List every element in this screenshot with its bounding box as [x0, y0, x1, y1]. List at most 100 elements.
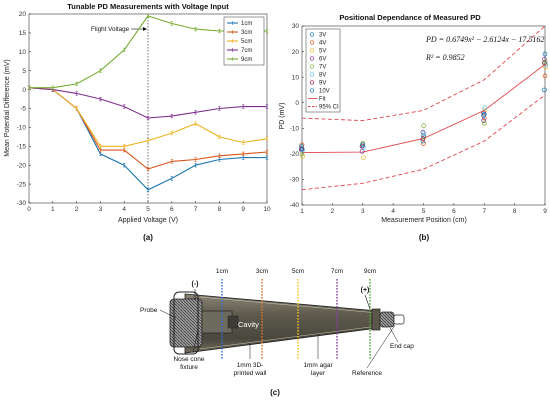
legend-label: 7cm	[241, 48, 252, 54]
y-tick-label: 20	[19, 11, 27, 18]
data-point-5V	[300, 154, 305, 159]
legend-marker	[309, 88, 315, 93]
label-probe: Probe	[140, 307, 158, 314]
chart-b-y-label: PD (mV)	[279, 103, 286, 130]
label-wall-line2: printed wall	[234, 370, 267, 377]
probe-shaft	[201, 310, 233, 334]
x-tick-label: 1	[300, 208, 304, 215]
position-markers	[221, 279, 371, 360]
chart-b-equation: PD = 0.6749x² − 2.6124x − 17.5162	[425, 35, 544, 44]
y-tick-label: -5	[20, 106, 26, 113]
legend-marker	[309, 80, 315, 85]
legend-label: 9V	[319, 81, 326, 87]
x-tick-label: 6	[452, 208, 456, 215]
label-wall-line1: 1mm 3D-	[237, 362, 264, 369]
y-tick-label: 20	[292, 49, 300, 56]
y-tick-label: -30	[290, 177, 300, 184]
ci-lower-curve	[301, 94, 546, 191]
x-tick-label: 8	[218, 206, 222, 213]
chart-b: Positional Dependance of Measured PD 1 2 3…	[279, 13, 548, 242]
legend-label: 3V	[319, 33, 326, 39]
chart-b-r-squared: R² = 0.9852	[425, 53, 465, 62]
legend-label: 7V	[319, 65, 326, 71]
positive-terminal-lead	[364, 294, 371, 310]
flight-voltage-label: Flight Voltage	[91, 26, 130, 33]
ci-upper-curve	[301, 25, 546, 122]
panel-label-c: (c)	[270, 388, 280, 397]
data-point-8V	[421, 131, 427, 136]
leader-nose-cone	[192, 329, 199, 354]
leader-reference	[366, 324, 396, 369]
inner-wall-top	[199, 296, 379, 314]
data-point-7V	[481, 120, 487, 126]
legend-label: 5cm	[241, 39, 252, 45]
legend-label: 1cm	[241, 21, 252, 27]
positive-terminal-label: (+)	[361, 287, 370, 294]
end-cap	[379, 311, 395, 328]
label-reference: Reference	[352, 370, 382, 377]
y-tick-label: 10	[292, 74, 300, 81]
y-tick-label: 5	[22, 68, 26, 75]
legend-marker	[309, 48, 315, 53]
chart-a: Tunable PD Measurements with Voltage Inp…	[4, 2, 271, 242]
data-point-10V	[542, 51, 548, 57]
chart-b-points	[299, 51, 548, 161]
label-agar-line1: 1mm agar	[303, 362, 333, 369]
chart-b-fit-curves	[301, 25, 546, 191]
legend-label: 10V	[319, 89, 330, 95]
chart-a-x-label: Applied Voltage (V)	[118, 217, 178, 224]
chart-b-x-ticks: 1 2 3 4 5 6 7 8 9	[300, 203, 547, 215]
legend-label: Fit	[319, 97, 326, 103]
probe-housing	[173, 291, 199, 355]
y-tick-label: 10	[19, 49, 27, 56]
x-tick-label: 5	[146, 206, 150, 213]
data-point-8V	[361, 145, 366, 150]
negative-terminal-label: (-)	[192, 281, 199, 288]
x-tick-label: 0	[27, 206, 31, 213]
x-tick-label: 7	[482, 208, 486, 215]
y-tick-label: 30	[292, 23, 300, 30]
label-nose-cone-line1: Nose cone	[173, 356, 204, 363]
data-point-10V	[421, 133, 426, 139]
y-tick-label: -10	[290, 125, 300, 132]
legend-marker	[309, 56, 315, 61]
label-agar-line2: layer	[311, 370, 326, 377]
y-tick-label: -30	[17, 200, 27, 207]
panel-label-a: (a)	[143, 233, 153, 242]
label-end-cap: End cap	[390, 343, 414, 350]
x-tick-label: 2	[75, 206, 79, 213]
x-tick-label: 7	[194, 206, 198, 213]
chart-a-title: Tunable PD Measurements with Voltage Inp…	[67, 2, 229, 11]
x-tick-label: 3	[99, 206, 103, 213]
legend-marker	[309, 40, 315, 45]
data-point-10V	[481, 111, 487, 117]
x-tick-label: 8	[513, 208, 517, 215]
panel-label-b: (b)	[419, 233, 430, 242]
y-tick-label: -20	[17, 162, 27, 169]
nose-cone-fixture	[169, 298, 203, 348]
legend-label: 8V	[319, 73, 326, 79]
x-tick-label: 3	[361, 208, 365, 215]
x-tick-label: 9	[241, 206, 245, 213]
x-tick-label: 5	[422, 208, 426, 215]
device-diagram: 1cm 3cm 5cm 7cm 9cm (-) (+) Probe Cavity Nos…	[140, 268, 414, 397]
data-point-10V	[360, 142, 366, 148]
data-point-9V	[542, 60, 547, 66]
x-tick-label: 6	[170, 206, 174, 213]
legend-label: 95% CI	[319, 105, 339, 111]
legend-label: 4V	[319, 41, 326, 47]
data-point-6V	[481, 118, 486, 123]
y-tick-label: -15	[17, 144, 27, 151]
data-point-9V	[420, 136, 426, 141]
y-tick-label: 0	[295, 100, 299, 107]
legend-label: 9cm	[241, 57, 252, 63]
y-tick-label: 15	[19, 30, 27, 37]
reference-electrode	[393, 314, 405, 325]
data-point-10V	[299, 146, 305, 152]
position-label-5cm: 5cm	[292, 268, 304, 275]
legend-label: 6V	[319, 57, 326, 63]
probe-tip	[227, 315, 239, 329]
x-tick-label: 1	[51, 206, 55, 213]
leader-end-cap	[389, 327, 399, 343]
